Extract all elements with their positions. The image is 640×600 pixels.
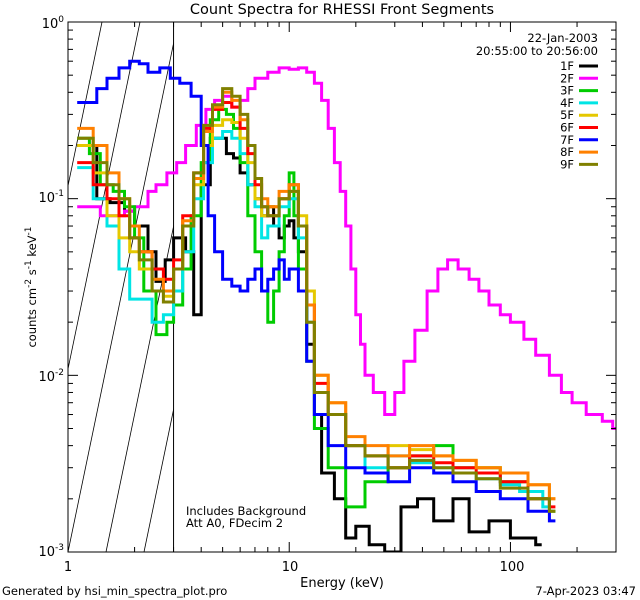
legend-label-4F: 4F bbox=[560, 96, 574, 110]
series-line-9F bbox=[77, 87, 556, 513]
legend-label-2F: 2F bbox=[560, 71, 574, 85]
series-line-2F bbox=[77, 66, 616, 430]
legend-label-8F: 8F bbox=[560, 145, 574, 159]
series-line-8F bbox=[77, 90, 556, 501]
hatch-line bbox=[0, 22, 26, 552]
hatch-line bbox=[143, 407, 174, 552]
annotation-background: Includes Background bbox=[186, 504, 306, 518]
y-tick-label-0: 10-3 bbox=[38, 543, 64, 560]
x-tick-label-10: 10 bbox=[282, 560, 299, 575]
annotation-attenuator: Att A0, FDecim 2 bbox=[186, 516, 283, 530]
legend-label-3F: 3F bbox=[560, 84, 574, 98]
legend-label-1F: 1F bbox=[560, 59, 574, 73]
y-tick-label-1: 10-2 bbox=[38, 368, 64, 385]
footer-generated-by: Generated by hsi_min_spectra_plot.pro bbox=[2, 584, 227, 598]
hatch-line bbox=[105, 224, 174, 552]
series-group bbox=[77, 59, 616, 552]
axis-ticks bbox=[67, 22, 617, 553]
y-axis-label: counts cm-2 s-1 keV-1 bbox=[24, 226, 39, 347]
legend-label-9F: 9F bbox=[560, 157, 574, 171]
x-tick-label-1: 1 bbox=[64, 560, 72, 575]
y-tick-label-2: 10-1 bbox=[38, 189, 64, 206]
legend-label-5F: 5F bbox=[560, 108, 574, 122]
x-tick-label-100: 100 bbox=[500, 560, 525, 575]
hatch-line bbox=[600, 22, 640, 552]
plot-frame bbox=[67, 21, 617, 553]
date-label: 22-Jan-2003 bbox=[527, 31, 598, 45]
chart-title: Count Spectra for RHESSI Front Segments bbox=[190, 2, 494, 18]
series-line-3F bbox=[77, 107, 556, 513]
hatch-line bbox=[68, 41, 174, 552]
hatch-line bbox=[68, 22, 141, 371]
x-axis-label: Energy (keV) bbox=[300, 576, 384, 591]
hatch-line bbox=[258, 22, 368, 552]
y-tick-label-3: 100 bbox=[42, 15, 65, 32]
hatch-line bbox=[68, 22, 103, 188]
series-line-5F bbox=[77, 118, 556, 501]
legend-label-6F: 6F bbox=[560, 121, 574, 135]
time-range-label: 20:55:00 to 20:56:00 bbox=[476, 44, 598, 58]
footer-timestamp: 7-Apr-2023 03:47 bbox=[535, 584, 636, 598]
legend-label-7F: 7F bbox=[560, 133, 574, 147]
